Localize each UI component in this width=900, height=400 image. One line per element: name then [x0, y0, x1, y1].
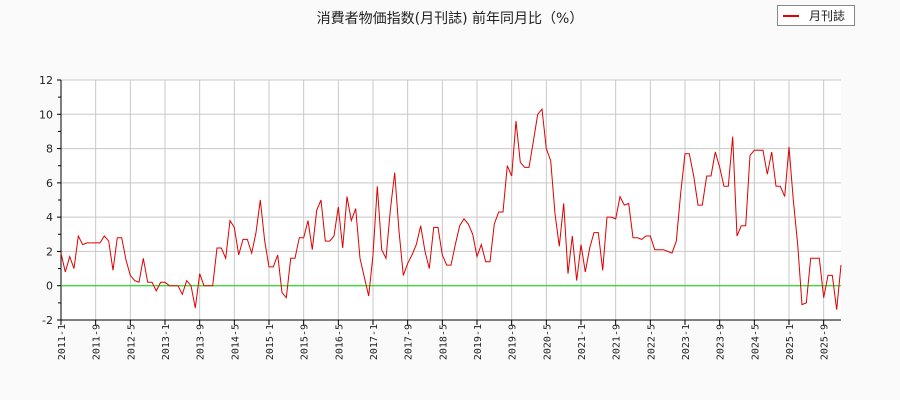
x-tick-label: 2021-1: [577, 324, 588, 360]
grid-lines: [61, 79, 841, 320]
x-tick-label: 2011-9: [92, 324, 103, 360]
y-axis: -2 0 2 4 6 8 10 12: [39, 74, 62, 327]
x-tick-label: 2015-1: [265, 324, 276, 360]
x-axis: 2011-1 2011-9 2012-5 2013-1 2013-9 2014-5 2015…: [57, 319, 841, 360]
x-tick-label: 2015-9: [300, 324, 311, 360]
legend: 月刊誌: [777, 5, 855, 26]
y-tick-label: 2: [46, 245, 53, 258]
x-tick-label: 2013-1: [161, 324, 172, 360]
x-tick-label: 2016-5: [334, 324, 345, 360]
y-tick-label: 0: [46, 280, 53, 293]
x-tick-label: 2025-9: [820, 324, 831, 360]
x-tick-label: 2011-1: [57, 324, 68, 360]
x-tick-label: 2019-9: [508, 324, 519, 360]
y-tick-label: 12: [39, 74, 53, 87]
x-tick-label: 2014-5: [230, 324, 241, 360]
series-line-monthly-magazine: [60, 107, 842, 310]
x-tick-label: 2020-5: [542, 324, 553, 360]
x-tick-label: 2013-9: [196, 324, 207, 360]
legend-swatch-icon: [783, 14, 799, 17]
x-tick-label: 2021-9: [612, 324, 623, 360]
x-tick-label: 2019-1: [473, 324, 484, 360]
y-tick-label: 10: [39, 108, 53, 121]
x-tick-label: 2018-5: [438, 324, 449, 360]
x-tick-label: 2023-9: [716, 324, 727, 360]
x-tick-label: 2017-9: [404, 324, 415, 360]
y-tick-label: 4: [46, 211, 53, 224]
plot-area: [61, 80, 841, 320]
x-tick-label: 2017-1: [369, 324, 380, 360]
y-tick-label: -2: [42, 314, 53, 327]
y-tick-label: 6: [46, 177, 53, 190]
legend-label: 月刊誌: [809, 9, 846, 23]
x-tick-label: 2012-5: [126, 324, 137, 360]
x-tick-label: 2024-5: [750, 324, 761, 360]
x-tick-label: 2025-1: [785, 324, 796, 360]
x-tick-label: 2023-1: [681, 324, 692, 360]
y-tick-label: 8: [46, 143, 53, 156]
chart-title: 消費者物価指数(月刊誌) 前年同月比（%）: [316, 11, 584, 27]
x-tick-label: 2022-5: [646, 324, 657, 360]
